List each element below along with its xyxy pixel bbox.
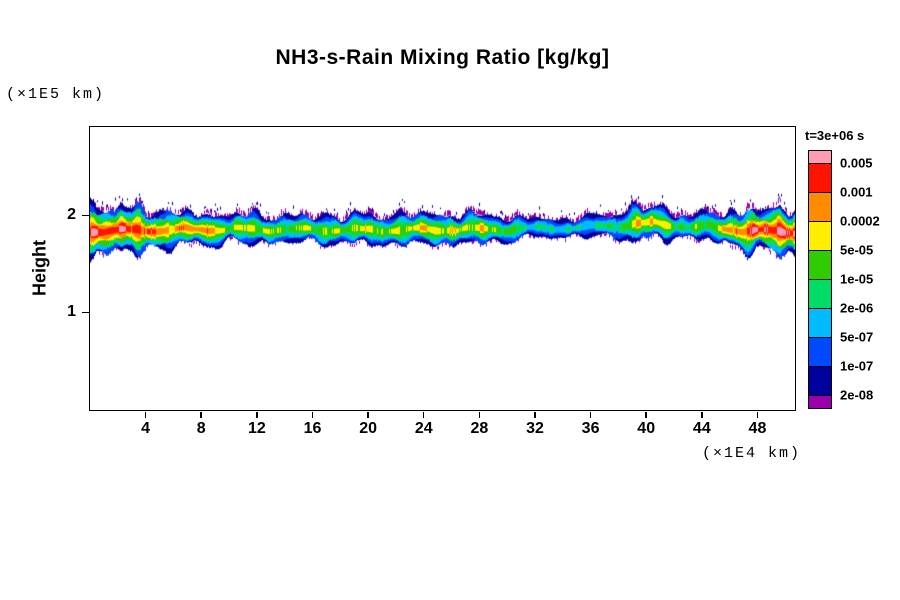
legend-color-cell xyxy=(808,221,832,251)
legend-time-label: t=3e+06 s xyxy=(805,128,865,143)
legend-level-label: 2e-06 xyxy=(840,300,874,316)
x-tick-label: 32 xyxy=(526,420,544,437)
y-axis-unit-label: (×1E5 km) xyxy=(6,86,106,103)
x-tick-mark xyxy=(422,411,425,418)
x-tick-mark xyxy=(589,411,592,418)
y-tick-mark xyxy=(81,214,89,217)
legend-color-cell xyxy=(808,395,832,409)
legend-level-label: 2e-08 xyxy=(840,387,874,403)
plot-area xyxy=(88,125,796,411)
x-tick-label: 48 xyxy=(748,420,767,437)
y-tick-label: 1 xyxy=(67,303,76,321)
y-axis-title: Height xyxy=(29,240,50,296)
legend-color-cell xyxy=(808,279,832,309)
x-tick-mark xyxy=(478,411,481,418)
x-tick-mark xyxy=(756,411,759,418)
y-tick-mark xyxy=(81,311,89,314)
x-tick-mark xyxy=(701,411,703,418)
x-tick-label: 12 xyxy=(247,420,266,437)
x-tick-mark xyxy=(645,411,647,418)
x-tick-label: 20 xyxy=(359,420,377,437)
x-tick-mark xyxy=(534,411,536,418)
legend-color-cell xyxy=(808,150,832,164)
x-tick-mark xyxy=(367,411,369,418)
y-tick-label: 2 xyxy=(67,205,76,223)
legend-level-label: 5e-05 xyxy=(840,242,874,258)
legend-level-label: 0.005 xyxy=(840,155,873,171)
x-tick-mark xyxy=(311,411,314,418)
x-tick-label: 40 xyxy=(637,420,656,437)
x-tick-label: 4 xyxy=(141,420,151,437)
x-tick-label: 28 xyxy=(470,420,489,437)
x-tick-label: 44 xyxy=(692,420,711,437)
legend-color-cell xyxy=(808,337,832,367)
x-tick-mark xyxy=(200,411,202,418)
x-tick-mark xyxy=(256,411,258,418)
legend-level-label: 1e-07 xyxy=(840,358,874,374)
x-tick-mark xyxy=(144,411,147,418)
legend-color-cell xyxy=(808,163,832,193)
legend-level-label: 1e-05 xyxy=(840,271,874,287)
contour-field-canvas xyxy=(89,126,795,410)
x-axis-unit-label: (×1E4 km) xyxy=(702,445,802,462)
legend-color-cell xyxy=(808,366,832,396)
legend-level-label: 0.001 xyxy=(840,184,873,200)
legend-level-label: 0.0002 xyxy=(840,213,880,229)
legend-color-cell xyxy=(808,192,832,222)
x-tick-label: 16 xyxy=(303,420,322,437)
x-tick-label: 36 xyxy=(581,420,600,437)
legend-color-cell xyxy=(808,250,832,280)
chart-title: NH3-s-Rain Mixing Ratio [kg/kg] xyxy=(275,46,610,69)
legend-level-label: 5e-07 xyxy=(840,329,874,345)
x-tick-label: 8 xyxy=(196,420,206,437)
x-tick-label: 24 xyxy=(414,420,433,437)
legend-color-cell xyxy=(808,308,832,338)
